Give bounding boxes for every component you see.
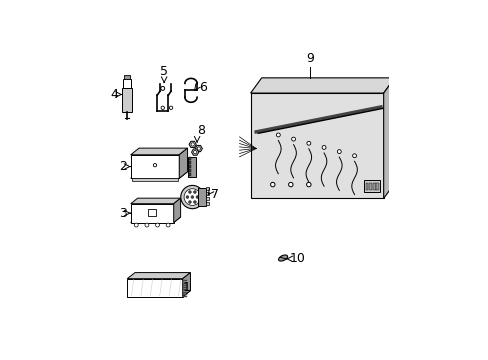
Text: 3: 3 [119,207,127,220]
Bar [250,93,383,198]
Circle shape [191,195,193,198]
Bar [122,87,132,112]
Bar [188,173,190,176]
Bar [368,183,371,190]
Text: 2: 2 [119,160,127,173]
Circle shape [161,86,164,90]
Polygon shape [179,148,187,178]
Bar [206,187,208,190]
Polygon shape [130,155,179,178]
Bar [187,157,195,176]
Bar [198,188,206,206]
Circle shape [188,191,191,193]
Polygon shape [130,217,180,222]
Circle shape [188,201,191,203]
Circle shape [155,223,159,227]
Bar [123,79,131,87]
Circle shape [276,133,280,137]
Circle shape [322,145,325,149]
Polygon shape [130,198,180,204]
Bar [206,197,208,200]
Bar [188,169,190,172]
Polygon shape [173,198,180,222]
Polygon shape [127,273,190,279]
Polygon shape [130,148,187,155]
Circle shape [134,223,138,227]
Circle shape [288,183,292,187]
Bar [188,157,190,160]
Polygon shape [383,78,394,198]
Circle shape [191,143,194,146]
Text: 7: 7 [211,188,219,201]
Circle shape [166,223,170,227]
Bar [148,209,156,216]
Polygon shape [189,141,196,148]
Circle shape [352,154,356,158]
Text: 4: 4 [111,88,119,101]
Circle shape [181,185,203,209]
Polygon shape [183,273,190,297]
Polygon shape [191,149,198,155]
Text: 8: 8 [197,125,204,138]
Text: 10: 10 [289,252,305,265]
Circle shape [306,141,310,145]
Polygon shape [127,291,190,297]
Text: 5: 5 [160,64,168,77]
Polygon shape [130,172,187,178]
Text: 1: 1 [183,281,190,294]
Polygon shape [127,279,183,297]
Bar [188,161,190,164]
Circle shape [169,106,172,109]
Circle shape [270,183,274,187]
Ellipse shape [278,255,287,261]
Text: 9: 9 [306,51,314,64]
Bar [372,183,375,190]
Bar [206,192,208,195]
Polygon shape [195,145,202,152]
Circle shape [144,223,148,227]
Circle shape [193,191,196,193]
Bar [132,178,178,181]
Bar [188,165,190,168]
Circle shape [193,150,197,154]
Circle shape [291,137,295,141]
Polygon shape [250,78,394,93]
Circle shape [196,195,198,198]
Bar [364,180,379,192]
Circle shape [197,147,200,150]
Bar [376,183,379,190]
Circle shape [185,195,188,198]
Bar [365,183,367,190]
Circle shape [337,150,341,153]
Circle shape [183,189,200,205]
Circle shape [193,201,196,203]
Bar [124,75,130,79]
Polygon shape [130,204,173,222]
Circle shape [161,106,164,109]
Text: 6: 6 [199,81,207,94]
Bar [206,202,208,205]
Circle shape [306,183,310,187]
